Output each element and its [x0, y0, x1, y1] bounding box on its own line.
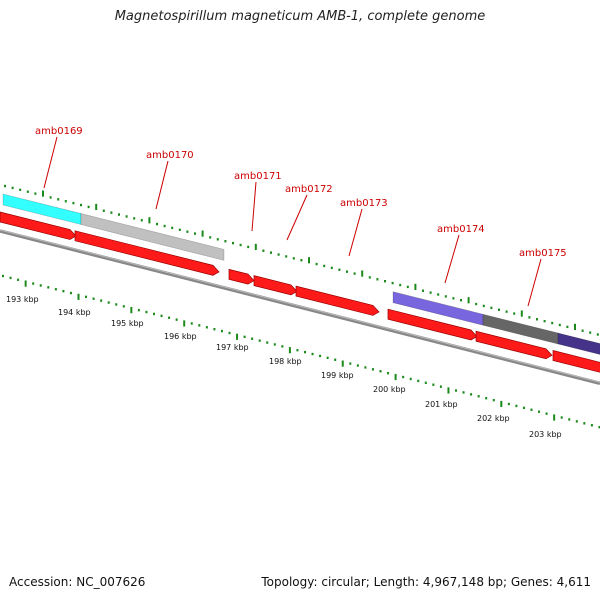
gene-leader-line	[252, 182, 256, 231]
cog-feature-track	[3, 194, 600, 357]
kbp-label: 193 kbp	[6, 295, 39, 304]
kbp-label: 198 kbp	[269, 357, 302, 366]
inner-tick-track	[3, 275, 599, 429]
gene-label: amb0170	[146, 150, 194, 161]
gene-arrow	[254, 276, 297, 295]
gene-arrow	[553, 351, 600, 374]
accession-text: Accession: NC_007626	[9, 575, 145, 589]
gene-label: amb0175	[519, 248, 567, 259]
gene-leader-line	[528, 259, 541, 306]
gene-label: amb0173	[340, 198, 388, 209]
kbp-label: 201 kbp	[425, 400, 458, 409]
kbp-label: 196 kbp	[164, 332, 197, 341]
kbp-label: 200 kbp	[373, 385, 406, 394]
kbp-label: 195 kbp	[111, 319, 144, 328]
gene-leader-line	[349, 209, 362, 256]
kbp-label: 194 kbp	[58, 308, 91, 317]
gene-leader-line	[156, 161, 168, 209]
genome-summary-text: Topology: circular; Length: 4,967,148 bp…	[261, 575, 591, 589]
kbp-label: 199 kbp	[321, 371, 354, 380]
genome-map: amb0169 amb0170 amb0171amb0172 amb0173 amb01…	[0, 0, 600, 600]
gene-track	[0, 212, 600, 373]
gene-arrow	[229, 269, 254, 284]
gene-label: amb0174	[437, 224, 485, 235]
gene-label: amb0171	[234, 171, 282, 182]
kbp-label: 203 kbp	[529, 430, 562, 439]
kbp-label: 197 kbp	[216, 343, 249, 352]
gene-leader-line	[287, 195, 307, 240]
gene-leader-line	[445, 235, 459, 283]
gene-label: amb0169	[35, 126, 83, 137]
gene-label: amb0172	[285, 184, 333, 195]
kbp-label: 202 kbp	[477, 414, 510, 423]
gene-leader-line	[44, 137, 57, 188]
